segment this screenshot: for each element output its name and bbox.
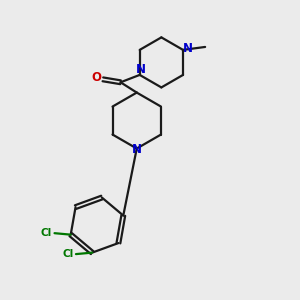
Text: N: N [183, 42, 193, 55]
Text: N: N [132, 143, 142, 157]
Text: N: N [136, 63, 146, 76]
Text: O: O [92, 71, 101, 84]
Text: Cl: Cl [41, 228, 52, 238]
Text: Cl: Cl [62, 249, 73, 259]
